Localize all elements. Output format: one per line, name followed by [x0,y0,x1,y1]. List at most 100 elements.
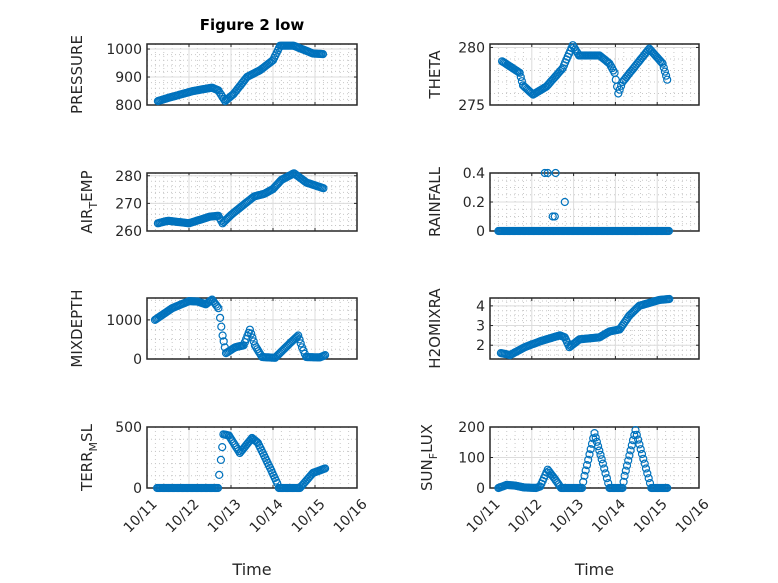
data-point [626,446,635,455]
panel-theta: 275 280 THETA [426,40,700,114]
data-point [318,49,328,59]
chart-title: Figure 2 low [200,16,305,34]
panel-terr-msl: 10/11 10/12 10/13 10/14 10/15 10/16 0 500 TERRMS… [78,420,371,579]
y-tick-label: 0 [476,224,485,240]
data-point [295,335,304,344]
data-point [543,168,552,178]
data-point [516,72,525,82]
data-point [615,85,624,94]
data-point [217,90,226,99]
y-tick-label: 0.4 [463,166,485,182]
data-point [218,443,227,452]
x-tick-label: 10/11 [121,496,161,536]
data-point [319,184,328,193]
data-point [292,332,302,341]
data-point [597,455,606,464]
data-point [215,88,224,97]
y-axis-label: AIRTEMP [78,170,100,233]
data-point [557,65,566,74]
data-point [598,459,608,468]
data-point [595,446,604,455]
data-point [214,304,223,313]
axes-box [489,426,700,489]
y-tick-label: 280 [115,169,142,185]
y-axis-label: H2OMIXRA [426,288,444,369]
y-tick-label: 280 [458,40,485,56]
y-tick-label: 2 [476,338,485,354]
data-point [658,59,667,68]
x-tick-label: 10/11 [464,496,504,536]
data-point [602,474,612,483]
y-tick-label: 0 [133,481,142,497]
y-tick-label: 0 [476,481,485,497]
data-point [628,436,638,445]
data-point [205,297,214,306]
label-part: LUX [418,424,436,453]
data-point [515,68,524,77]
data-point [643,46,653,55]
data-point [619,477,628,486]
data-point [635,440,644,449]
data-point [247,329,256,338]
data-point [636,445,645,454]
data-point [517,77,527,86]
x-tick-label: 10/15 [289,496,329,536]
x-axis-label: Time [231,560,271,579]
data-point [217,322,226,331]
label-part: TERR [78,451,96,492]
y-tick-label: 1000 [106,42,142,58]
data-point [586,445,595,454]
data-point [213,483,223,493]
data-point [514,67,523,77]
y-tick-label: 500 [115,420,142,436]
label-part: EMP [78,170,96,201]
data-point [644,474,653,483]
data-point [550,212,559,221]
data-point [213,302,222,311]
y-tick-label: 275 [458,98,485,114]
data-point [321,464,330,473]
data-point [657,58,666,67]
data-point [591,433,600,442]
y-tick-label: 0 [133,352,142,368]
data-point [216,313,225,322]
data-point [215,470,224,479]
data-point [291,333,300,342]
data-point [631,426,640,435]
data-point [219,337,228,346]
data-point [579,477,588,486]
data-point [614,89,623,98]
panel-sun-flux: 10/11 10/12 10/13 10/14 10/15 10/16 0 100 200 SUN… [418,420,713,579]
label-subscript: T [87,202,100,210]
data-point [625,451,634,460]
panel-mixdepth: 0 1000 MIXDEPTH [68,289,358,368]
x-tick-label: 10/12 [506,496,546,536]
data-point [551,168,560,178]
data-point [624,456,633,465]
panel-pressure: 800 900 1000 PRESSURE [68,35,358,114]
data-point [216,455,225,464]
y-tick-label: 0.2 [463,195,485,211]
axes-box [146,172,358,232]
data-point [664,226,674,236]
y-axis-label: MIXDEPTH [68,289,86,367]
x-tick-label: 10/12 [163,496,203,536]
y-axis-label: TERRMSL [78,423,100,492]
data-point [248,333,257,342]
data-point [600,464,609,473]
data-point [632,430,641,439]
data-point [245,325,254,334]
data-point [569,43,579,52]
data-point [585,450,594,459]
axes-box [489,297,700,360]
data-point [596,450,605,459]
y-tick-label: 900 [115,70,142,86]
label-part: SUN [418,459,436,491]
y-tick-label: 800 [115,98,142,114]
data-point [660,67,670,76]
y-tick-label: 270 [115,196,142,212]
y-axis-label: SUNFLUX [418,424,440,491]
data-point [590,429,599,438]
x-tick-label: 10/13 [547,496,587,536]
